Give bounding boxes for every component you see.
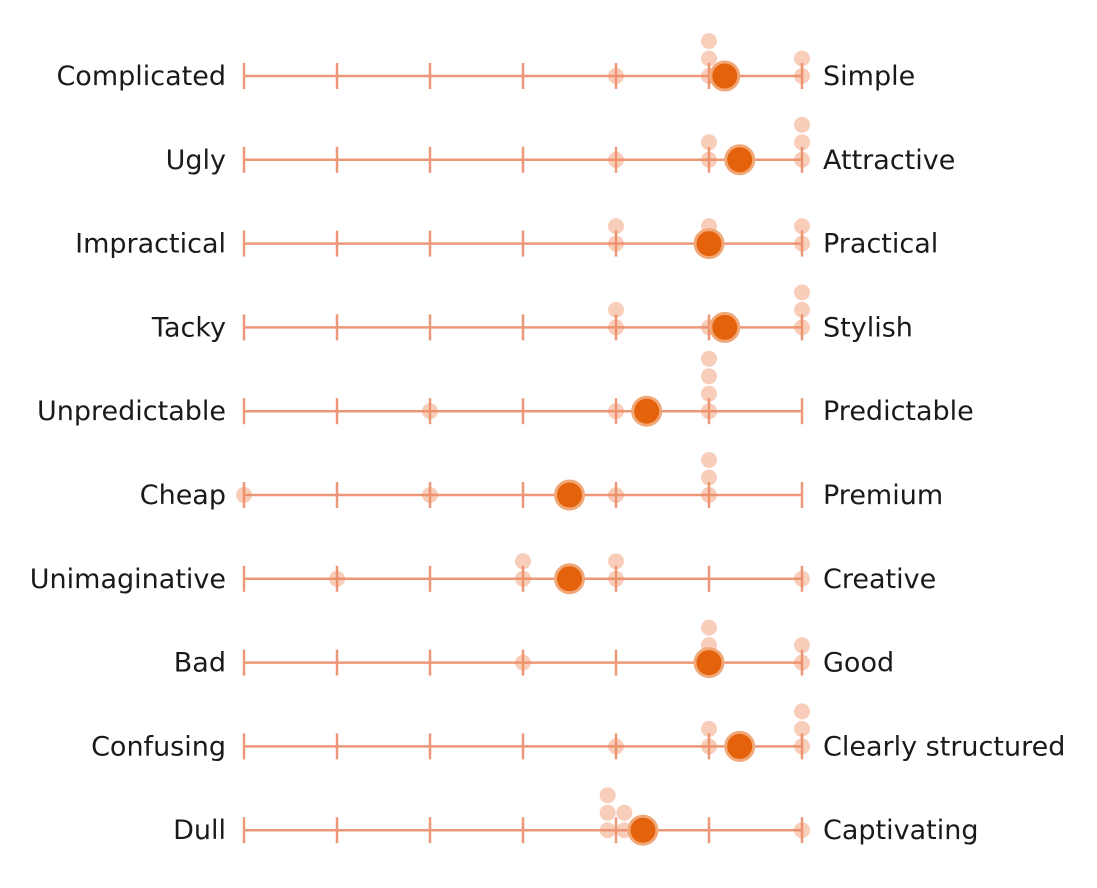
left-anchor-label: Ugly: [166, 145, 226, 176]
response-point: [608, 151, 624, 168]
right-anchor-label: Captivating: [823, 815, 979, 846]
response-point: [608, 68, 624, 84]
response-point: [701, 134, 717, 151]
response-point: [701, 452, 717, 468]
scale-row: Impractical Practical: [75, 218, 938, 260]
right-anchor-label: Stylish: [823, 312, 913, 343]
left-anchor-label: Tacky: [151, 312, 226, 343]
right-anchor-label: Simple: [823, 61, 915, 92]
mean-point: [693, 647, 725, 679]
mean-point: [724, 144, 756, 176]
response-point: [794, 235, 810, 252]
response-point: [608, 218, 624, 235]
mean-point: [693, 228, 725, 260]
response-point: [794, 50, 810, 67]
mean-point: [709, 60, 741, 92]
response-point: [701, 619, 717, 636]
response-point: [236, 487, 252, 503]
response-point: [422, 403, 438, 420]
scale-row: Unimaginative Creative: [30, 553, 936, 595]
response-point: [794, 301, 810, 318]
left-anchor-label: Bad: [174, 648, 226, 679]
left-anchor-label: Cheap: [140, 480, 226, 511]
response-point: [794, 218, 810, 235]
response-point: [608, 319, 624, 336]
response-point: [608, 487, 624, 503]
response-point: [701, 403, 717, 420]
right-anchor-label: Predictable: [823, 396, 974, 427]
response-point: [701, 350, 717, 367]
scale-row: Bad Good: [174, 619, 894, 679]
right-anchor-label: Creative: [823, 564, 936, 595]
right-anchor-label: Good: [823, 648, 894, 679]
scale-row: Cheap Premium: [140, 452, 943, 511]
right-anchor-label: Premium: [823, 480, 943, 511]
response-point: [794, 319, 810, 336]
scale-row: Unpredictable Predictable: [37, 350, 974, 427]
response-point: [599, 822, 616, 839]
response-point: [701, 50, 717, 67]
response-point: [701, 720, 717, 737]
response-point: [616, 804, 633, 821]
response-point: [794, 637, 810, 654]
left-anchor-label: Unpredictable: [37, 396, 226, 427]
response-point: [794, 151, 810, 168]
response-point: [422, 487, 438, 503]
response-point: [608, 403, 624, 420]
left-anchor-label: Impractical: [75, 229, 226, 260]
mean-point: [709, 311, 741, 343]
scale-row: Confusing Clearly structured: [91, 703, 1065, 762]
response-point: [608, 738, 624, 755]
scale-row: Ugly Attractive: [166, 116, 955, 176]
mean-point: [627, 814, 659, 846]
response-point: [701, 469, 717, 486]
response-point: [608, 570, 624, 587]
mean-point: [631, 395, 663, 427]
mean-point: [554, 563, 585, 595]
response-point: [329, 570, 345, 587]
response-point: [701, 738, 717, 755]
mean-point: [724, 730, 756, 762]
right-anchor-label: Clearly structured: [823, 731, 1065, 762]
left-anchor-label: Dull: [173, 815, 226, 846]
mean-point: [554, 479, 585, 511]
left-anchor-label: Confusing: [91, 731, 226, 762]
response-point: [608, 553, 624, 570]
response-point: [515, 553, 531, 570]
response-point: [599, 787, 616, 804]
left-anchor-label: Unimaginative: [30, 564, 226, 595]
response-point: [701, 385, 717, 402]
response-point: [701, 487, 717, 503]
response-point: [515, 570, 531, 587]
scale-row: Dull Captivating: [173, 787, 979, 846]
response-point: [701, 33, 717, 49]
response-point: [608, 301, 624, 318]
response-point: [794, 720, 810, 737]
response-point: [794, 570, 810, 587]
response-point: [515, 654, 531, 671]
scale-row: Tacky Stylish: [151, 284, 913, 343]
right-anchor-label: Practical: [823, 229, 938, 260]
right-anchor-label: Attractive: [823, 145, 955, 176]
response-point: [701, 151, 717, 168]
response-point: [794, 134, 810, 151]
scale-row: Complicated Simple: [56, 33, 915, 92]
response-point: [794, 822, 810, 839]
response-point: [794, 284, 810, 301]
response-point: [608, 235, 624, 252]
response-point: [794, 116, 810, 133]
left-anchor-label: Complicated: [56, 61, 226, 92]
response-point: [701, 368, 717, 385]
response-point: [599, 804, 616, 821]
response-point: [794, 654, 810, 671]
response-point: [794, 703, 810, 720]
response-point: [794, 738, 810, 755]
response-point: [794, 68, 810, 84]
